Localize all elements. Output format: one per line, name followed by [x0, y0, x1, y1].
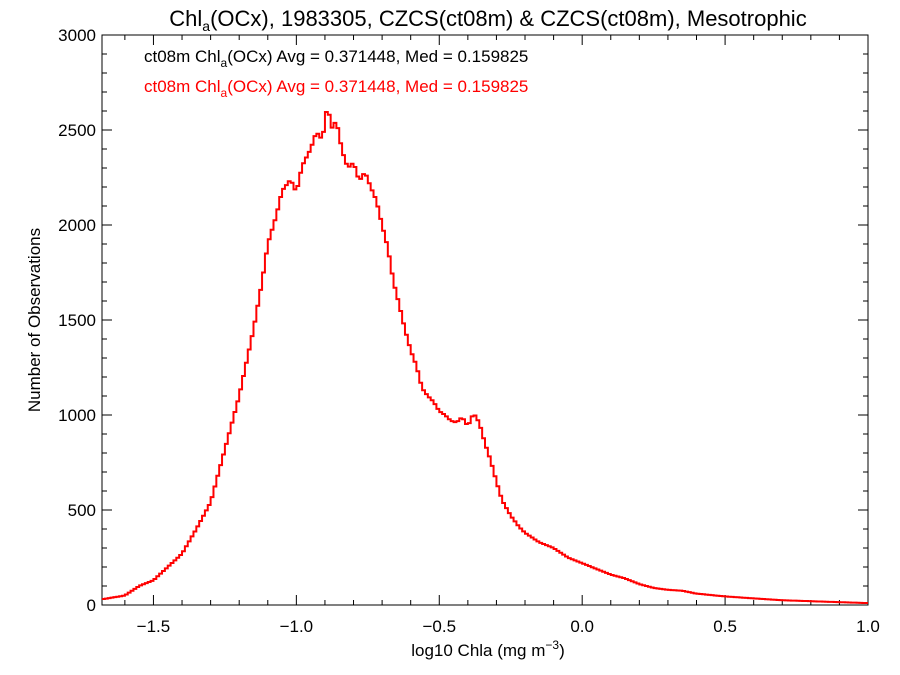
series-layer	[102, 110, 868, 605]
x-label-sup: −3	[545, 638, 559, 652]
legend-black-main: ct08m Chl	[144, 47, 221, 66]
x-tick-label: 0.0	[570, 617, 594, 636]
x-label-main: log10 Chla (mg m	[411, 641, 545, 660]
y-axis-label: Number of Observations	[25, 228, 44, 412]
y-axis-ticks: 0 500 1000 1500 2000 2500 3000	[58, 26, 868, 615]
y-tick-label: 1500	[58, 311, 96, 330]
plot-border	[101, 34, 869, 606]
legend-red-sub: a	[221, 86, 228, 100]
y-tick-label: 2000	[58, 216, 96, 235]
legend-black-sub: a	[221, 56, 228, 70]
legend-entry-red: ct08m Chla(OCx) Avg = 0.371448, Med = 0.…	[144, 77, 528, 100]
x-tick-label: −0.5	[422, 617, 456, 636]
x-axis-label: log10 Chla (mg m−3)	[411, 638, 565, 660]
legend-red-rest: (OCx) Avg = 0.371448, Med = 0.159825	[227, 77, 528, 96]
y-tick-label: 3000	[58, 26, 96, 45]
histogram-series-0	[102, 110, 868, 605]
legend-black-rest: (OCx) Avg = 0.371448, Med = 0.159825	[227, 47, 528, 66]
x-tick-label: −1.5	[137, 617, 171, 636]
x-axis-ticks: −1.5 −1.0 −0.5 0.0 0.5 1.0	[124, 35, 880, 636]
y-tick-label: 0	[87, 596, 96, 615]
title-part-rest: (OCx), 1983305, CZCS(ct08m) & CZCS(ct08m…	[210, 6, 807, 31]
plot-frame	[101, 34, 869, 606]
title-part-main: Chl	[169, 6, 202, 31]
x-tick-label: 0.5	[713, 617, 737, 636]
y-tick-label: 1000	[58, 406, 96, 425]
legend-red-main: ct08m Chl	[144, 77, 221, 96]
y-tick-label: 500	[68, 501, 96, 520]
legend-entry-black: ct08m Chla(OCx) Avg = 0.371448, Med = 0.…	[144, 47, 528, 70]
x-tick-label: −1.0	[280, 617, 314, 636]
title-part-sub: a	[202, 18, 210, 34]
x-tick-label: 1.0	[856, 617, 880, 636]
chart-title: Chla(OCx), 1983305, CZCS(ct08m) & CZCS(c…	[169, 6, 806, 34]
x-label-end: )	[559, 641, 565, 660]
y-tick-label: 2500	[58, 121, 96, 140]
legend: ct08m Chla(OCx) Avg = 0.371448, Med = 0.…	[144, 47, 528, 100]
